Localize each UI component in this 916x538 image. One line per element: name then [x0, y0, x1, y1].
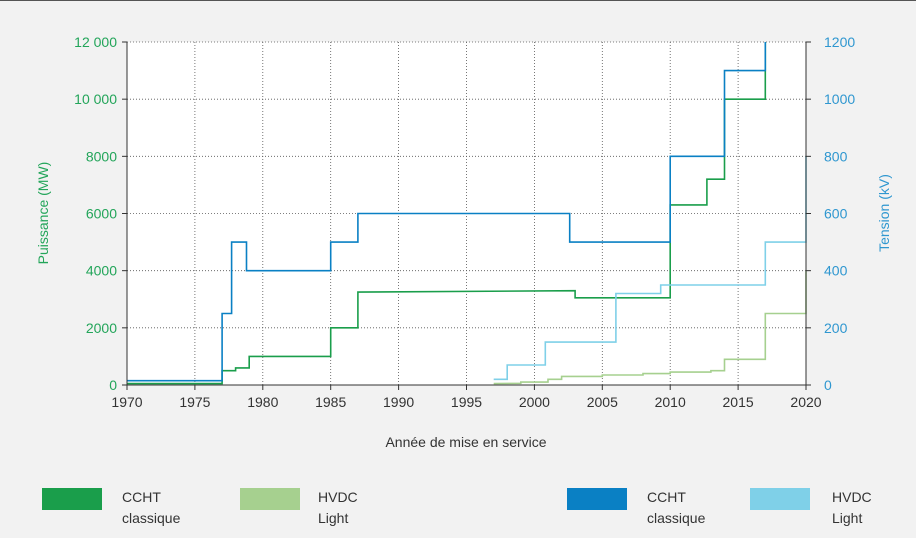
- legend-label-power_classic: CCHT classique: [122, 487, 180, 529]
- series-line-power_classic: [127, 42, 767, 385]
- legend-label-line2: classique: [647, 510, 706, 526]
- y-left-tick-label: 8000: [86, 148, 117, 164]
- x-tick-label: 1975: [179, 394, 210, 410]
- y-right-tick-label: 600: [824, 206, 848, 222]
- legend-swatch-power_classic: [42, 488, 102, 510]
- y-right-tick-label: 800: [824, 148, 848, 164]
- series-line-voltage_classic: [127, 42, 767, 382]
- y-axis-left-label: Puissance (MW): [35, 162, 51, 265]
- legend-label-line1: CCHT: [647, 489, 686, 505]
- x-axis-label: Année de mise en service: [385, 434, 546, 450]
- series-lines: [127, 42, 807, 385]
- y-left-tick-label: 12 000: [74, 34, 117, 50]
- x-tick-label: 1985: [315, 394, 346, 410]
- y-right-tick-label: 0: [824, 377, 832, 393]
- y-right-tick-label: 1200: [824, 34, 855, 50]
- legend-label-voltage_light: HVDC Light: [832, 487, 872, 529]
- x-tick-label: 2000: [519, 394, 550, 410]
- y-left-tick-label: 4000: [86, 263, 117, 279]
- legend-label-line1: HVDC: [318, 489, 358, 505]
- x-tick-label: 2020: [790, 394, 821, 410]
- legend-label-line2: Light: [832, 510, 863, 526]
- x-tick-label: 1990: [383, 394, 414, 410]
- legend-label-line2: classique: [122, 510, 181, 526]
- x-tick-label: 2010: [655, 394, 686, 410]
- y-axis-right-label: Tension (kV): [876, 174, 892, 252]
- y-right-tick-label: 200: [824, 320, 848, 336]
- legend-label-line1: CCHT: [122, 489, 161, 505]
- legend-label-line2: Light: [318, 510, 349, 526]
- y-right-tick-label: 400: [824, 263, 848, 279]
- x-tick-label: 1995: [451, 394, 482, 410]
- x-tick-label: 1980: [247, 394, 278, 410]
- axes: 1970 1975 1980 1985 1990 1995 2000 2005 2010 2015…: [74, 34, 855, 410]
- legend-label-line1: HVDC: [832, 489, 872, 505]
- legend-label-power_light: HVDC Light: [318, 487, 358, 529]
- x-tick-label: 2015: [723, 394, 754, 410]
- y-right-tick-label: 1000: [824, 91, 855, 107]
- y-left-tick-label: 0: [109, 377, 117, 393]
- series-line-power_light: [493, 270, 807, 385]
- series-line-voltage_light: [493, 156, 807, 381]
- y-left-tick-label: 10 000: [74, 91, 117, 107]
- x-tick-label: 1970: [111, 394, 142, 410]
- y-left-tick-label: 6000: [86, 206, 117, 222]
- legend-swatch-power_light: [240, 488, 300, 510]
- x-tick-label: 2005: [587, 394, 618, 410]
- legend-swatch-voltage_light: [750, 488, 810, 510]
- y-left-tick-label: 2000: [86, 320, 117, 336]
- legend-swatch-voltage_classic: [567, 488, 627, 510]
- legend-label-voltage_classic: CCHT classique: [647, 487, 705, 529]
